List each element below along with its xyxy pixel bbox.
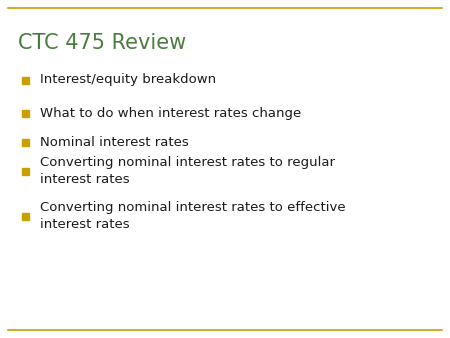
Bar [22,76,29,83]
Bar [22,213,29,219]
Text: CTC 475 Review: CTC 475 Review [18,33,186,53]
Bar [22,110,29,117]
Text: Nominal interest rates: Nominal interest rates [40,136,189,148]
Text: Interest/equity breakdown: Interest/equity breakdown [40,73,216,87]
Text: Converting nominal interest rates to effective
interest rates: Converting nominal interest rates to eff… [40,201,346,231]
Bar [22,139,29,145]
Bar [22,168,29,174]
Text: Converting nominal interest rates to regular
interest rates: Converting nominal interest rates to reg… [40,156,335,186]
Text: What to do when interest rates change: What to do when interest rates change [40,106,301,120]
